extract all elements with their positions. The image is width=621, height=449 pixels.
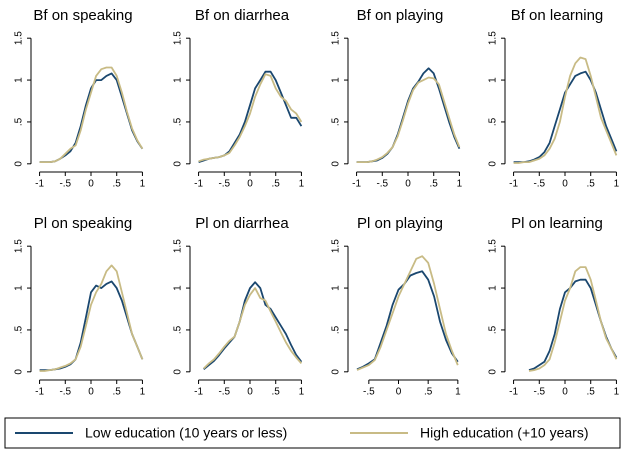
y-tick-label: 1 [173, 77, 184, 83]
y-tick-label: 0 [14, 161, 25, 167]
series-line [203, 281, 303, 371]
y-tick-label: 1 [14, 285, 25, 291]
y-tick-label: 0 [173, 369, 184, 375]
panel-title: Pl on diarrhea [195, 215, 289, 232]
y-tick-label: 1 [331, 77, 342, 83]
x-tick-label: -.5 [59, 387, 71, 398]
x-tick-label: -.5 [533, 387, 545, 398]
x-tick-label: 0 [405, 179, 411, 190]
x-tick-label: -.5 [376, 179, 388, 190]
x-tick-label: 1 [457, 179, 463, 190]
series-line [39, 264, 144, 372]
series-line [198, 70, 303, 163]
series-line [39, 280, 144, 371]
x-tick-label: -1 [35, 387, 44, 398]
series-line [203, 287, 303, 370]
y-tick-label: 1 [14, 77, 25, 83]
series-line [528, 278, 618, 371]
x-tick-label: 1 [299, 387, 305, 398]
x-tick-label: .5 [424, 387, 433, 398]
y-tick-label: 0 [488, 161, 499, 167]
x-tick-label: -.5 [218, 387, 230, 398]
x-tick-label: -.5 [533, 179, 545, 190]
x-tick-label: -.5 [59, 179, 71, 190]
x-tick-label: 1 [299, 179, 305, 190]
y-tick-label: 1 [488, 77, 499, 83]
x-tick-label: 1 [140, 387, 146, 398]
x-tick-label: .5 [587, 387, 596, 398]
x-tick-label: .5 [430, 179, 439, 190]
x-tick-label: 0 [247, 387, 253, 398]
x-tick-label: -1 [509, 387, 518, 398]
x-tick-label: 1 [614, 179, 620, 190]
panel-title: Pl on learning [511, 215, 603, 232]
x-tick-label: 0 [88, 179, 94, 190]
x-tick-label: 0 [562, 387, 568, 398]
x-tick-label: .5 [113, 387, 122, 398]
x-tick-label: 1 [140, 179, 146, 190]
y-tick-label: 1.5 [14, 239, 25, 253]
x-tick-label: .5 [113, 179, 122, 190]
x-tick-label: -.5 [363, 387, 375, 398]
x-tick-label: 0 [88, 387, 94, 398]
y-tick-label: .5 [14, 117, 25, 126]
series-line [513, 56, 618, 164]
x-tick-label: -1 [509, 179, 518, 190]
x-tick-label: -.5 [218, 179, 230, 190]
x-tick-label: .5 [272, 179, 281, 190]
panel-title: Bf on speaking [33, 7, 132, 24]
panel-title: Bf on learning [511, 7, 604, 24]
series-line [356, 255, 459, 371]
x-tick-label: 0 [562, 179, 568, 190]
x-tick-label: .5 [272, 387, 281, 398]
legend-label: High education (+10 years) [420, 425, 589, 441]
y-tick-label: 1.5 [14, 31, 25, 45]
x-tick-label: .5 [587, 179, 596, 190]
y-tick-label: 1.5 [331, 239, 342, 253]
y-tick-label: 0 [173, 161, 184, 167]
x-tick-label: -1 [194, 387, 203, 398]
series-line [356, 76, 461, 163]
y-tick-label: .5 [14, 325, 25, 334]
y-tick-label: 0 [331, 369, 342, 375]
y-tick-label: 1.5 [173, 31, 184, 45]
y-tick-label: 0 [14, 369, 25, 375]
legend-box [4, 417, 621, 449]
panel-title: Pl on playing [357, 215, 443, 232]
panel-title: Pl on speaking [34, 215, 132, 232]
series-line [528, 266, 618, 372]
y-tick-label: 1.5 [173, 239, 184, 253]
x-tick-label: 1 [614, 387, 620, 398]
y-tick-label: 0 [488, 369, 499, 375]
y-tick-label: .5 [173, 117, 184, 126]
legend-label: Low education (10 years or less) [85, 425, 287, 441]
y-tick-label: 1 [488, 285, 499, 291]
panel-title: Bf on diarrhea [195, 7, 290, 24]
x-tick-label: -1 [35, 179, 44, 190]
x-tick-label: 0 [396, 387, 402, 398]
y-tick-label: .5 [331, 325, 342, 334]
x-tick-label: -1 [194, 179, 203, 190]
y-tick-label: 1 [173, 285, 184, 291]
y-tick-label: .5 [488, 325, 499, 334]
x-tick-label: -1 [352, 179, 361, 190]
x-tick-label: 1 [455, 387, 461, 398]
panel-title: Bf on playing [357, 7, 444, 24]
y-tick-label: .5 [331, 117, 342, 126]
series-line [39, 72, 144, 163]
y-tick-label: 1 [331, 285, 342, 291]
y-tick-label: .5 [173, 325, 184, 334]
y-tick-label: 0 [331, 161, 342, 167]
y-tick-label: 1.5 [331, 31, 342, 45]
y-tick-label: 1.5 [488, 31, 499, 45]
y-tick-label: .5 [488, 117, 499, 126]
series-line [39, 66, 144, 163]
series-line [198, 73, 303, 163]
y-tick-label: 1.5 [488, 239, 499, 253]
x-tick-label: 0 [247, 179, 253, 190]
series-line [356, 67, 461, 163]
